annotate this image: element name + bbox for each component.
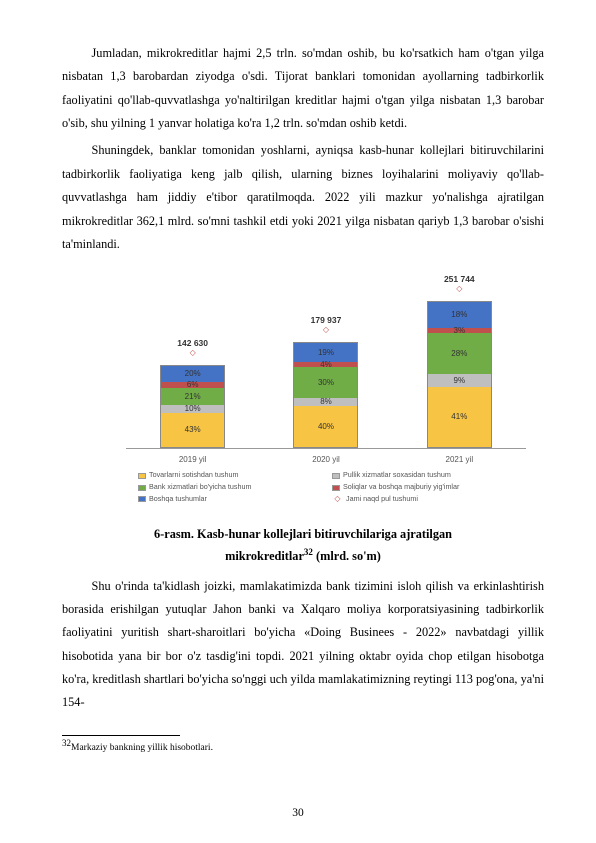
bar-segment: 41% <box>428 387 491 447</box>
year-label: 2019 yil <box>126 449 259 467</box>
bar-stack: 40%8%30%4%19% <box>293 342 358 448</box>
year-label: 2020 yil <box>259 449 392 467</box>
bar-segment: 40% <box>294 406 357 447</box>
legend-text: Jami naqd pul tushumi <box>346 494 418 505</box>
legend-swatch <box>138 496 146 502</box>
footnote-sup: 32 <box>62 738 71 748</box>
diamond-marker <box>189 353 197 361</box>
stacked-bar-chart: 142 63043%10%21%6%20%179 93740%8%30%4%19… <box>126 270 526 506</box>
legend-item: Jami naqd pul tushumi <box>332 494 526 505</box>
caption-sup: 32 <box>304 547 313 557</box>
caption-line2a: mikrokreditlar <box>225 549 304 563</box>
legend-text: Bank xizmatlari bo'yicha tushum <box>149 482 251 493</box>
bar-column: 251 74441%9%28%3%18% <box>393 271 526 448</box>
year-label: 2021 yil <box>393 449 526 467</box>
caption-line1: 6-rasm. Kasb-hunar kollejlari bitiruvchi… <box>154 527 452 541</box>
footnote-text: Markaziy bankning yillik hisobotlari. <box>71 743 213 753</box>
bar-segment: 8% <box>294 398 357 406</box>
legend-item: Pullik xizmatlar soxasidan tushum <box>332 470 526 481</box>
paragraph-3: Shu o'rinda ta'kidlash joizki, mamlakati… <box>62 575 544 715</box>
figure-caption: 6-rasm. Kasb-hunar kollejlari bitiruvchi… <box>62 524 544 567</box>
legend-item: Tovarlarni sotishdan tushum <box>138 470 332 481</box>
legend-swatch <box>332 473 340 479</box>
legend-swatch <box>138 485 146 491</box>
paragraph-2: Shuningdek, banklar tomonidan yoshlarni,… <box>62 139 544 256</box>
footnote: 32Markaziy bankning yillik hisobotlari. <box>62 738 544 755</box>
bar-segment: 9% <box>428 374 491 387</box>
diamond-marker <box>455 289 463 297</box>
bar-segment: 43% <box>161 413 224 447</box>
legend-text: Pullik xizmatlar soxasidan tushum <box>343 470 451 481</box>
bar-stack: 41%9%28%3%18% <box>427 301 492 448</box>
bar-column: 142 63043%10%21%6%20% <box>126 335 259 448</box>
bar-segment: 21% <box>161 388 224 405</box>
bar-stack: 43%10%21%6%20% <box>160 365 225 448</box>
bar-segment: 30% <box>294 367 357 398</box>
bar-segment: 10% <box>161 405 224 413</box>
legend-text: Tovarlarni sotishdan tushum <box>149 470 239 481</box>
legend-text: Boshqa tushumlar <box>149 494 207 505</box>
legend-text: Soliqlar va boshqa majburiy yig'imlar <box>343 482 459 493</box>
diamond-marker <box>322 330 330 338</box>
footnote-rule <box>62 735 180 736</box>
legend-item: Bank xizmatlari bo'yicha tushum <box>138 482 332 493</box>
legend-item: Boshqa tushumlar <box>138 494 332 505</box>
bar-segment: 18% <box>428 302 491 328</box>
bar-segment: 28% <box>428 333 491 374</box>
legend-swatch <box>332 485 340 491</box>
caption-line2b: (mlrd. so'm) <box>313 549 381 563</box>
legend-diamond-icon <box>332 495 343 503</box>
legend-item: Soliqlar va boshqa majburiy yig'imlar <box>332 482 526 493</box>
bar-column: 179 93740%8%30%4%19% <box>259 312 392 448</box>
paragraph-1: Jumladan, mikrokreditlar hajmi 2,5 trln.… <box>62 42 544 135</box>
legend-swatch <box>138 473 146 479</box>
page-number: 30 <box>0 803 596 825</box>
